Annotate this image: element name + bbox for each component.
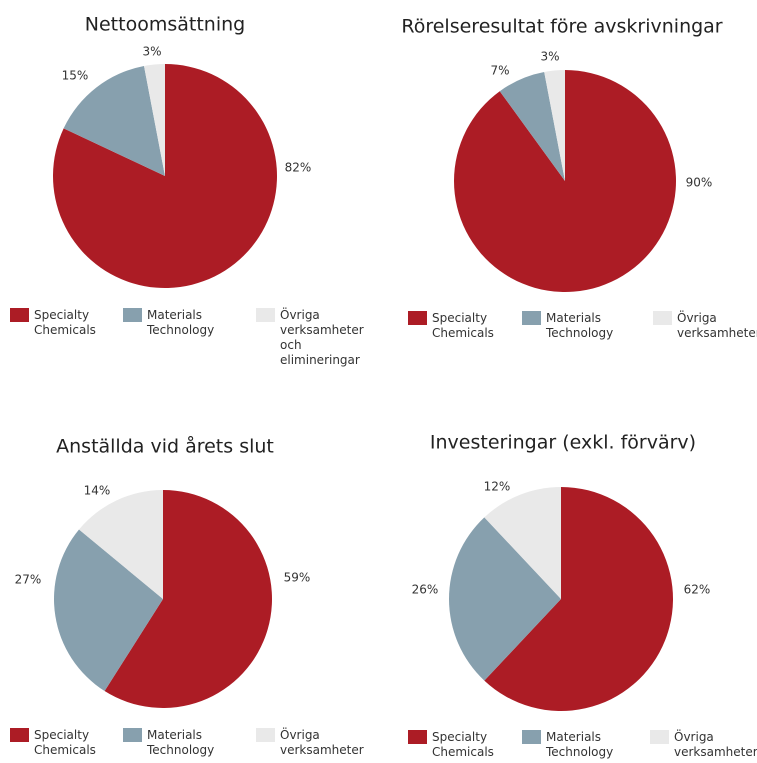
- value-label: 27%: [15, 573, 42, 587]
- pie-slice: [544, 70, 565, 181]
- value-label: 7%: [490, 64, 509, 78]
- value-label: 15%: [62, 69, 89, 83]
- legend-label: Materials Technology: [546, 311, 614, 340]
- legend-item: Specialty Chemicals: [408, 730, 527, 760]
- legend-item: Övriga verksamheter: [653, 311, 757, 341]
- legend-label: Materials Technology: [546, 730, 614, 759]
- value-label: 82%: [285, 161, 312, 175]
- chart-title: Anställda vid årets slut: [56, 435, 274, 458]
- legend-item: Materials Technology: [522, 730, 641, 760]
- chart-title: Investeringar (exkl. förvärv): [430, 432, 696, 454]
- legend-item: Övriga verksamheter: [256, 728, 375, 758]
- legend-label: Specialty Chemicals: [432, 730, 494, 759]
- value-label: 3%: [540, 50, 559, 64]
- pie-slice: [53, 64, 278, 288]
- pie-slice: [454, 70, 677, 292]
- value-label: 26%: [412, 583, 439, 597]
- value-label: 62%: [684, 583, 711, 597]
- legend-swatch: [256, 308, 275, 322]
- legend-item: Specialty Chemicals: [10, 308, 129, 338]
- legend-swatch: [256, 728, 275, 742]
- legend-swatch: [650, 730, 669, 744]
- pie-slice: [484, 487, 674, 712]
- legend-label: Specialty Chemicals: [34, 308, 96, 337]
- legend-item: Materials Technology: [123, 728, 242, 758]
- legend-swatch: [522, 311, 541, 325]
- legend-label: Övriga verksamheter: [280, 728, 364, 757]
- value-label: 59%: [284, 571, 311, 585]
- legend-item: Övriga verksamheter och elimineringar: [256, 308, 375, 368]
- legend-swatch: [408, 311, 427, 325]
- value-label: 14%: [84, 484, 111, 498]
- pie-slice: [104, 490, 273, 709]
- pie-slice: [449, 517, 561, 681]
- legend-swatch: [10, 728, 29, 742]
- legend-item: Materials Technology: [522, 311, 641, 341]
- legend-item: Materials Technology: [123, 308, 242, 338]
- legend-label: Övriga verksamheter och elimineringar: [280, 308, 364, 367]
- pie-slice: [54, 529, 163, 692]
- legend-label: Specialty Chemicals: [34, 728, 96, 757]
- legend-swatch: [123, 308, 142, 322]
- value-label: 90%: [686, 176, 713, 190]
- pie-slice: [63, 65, 165, 176]
- value-label: 12%: [484, 480, 511, 494]
- legend-item: Specialty Chemicals: [408, 311, 527, 341]
- legend-label: Materials Technology: [147, 308, 215, 337]
- pie-slice: [499, 71, 565, 181]
- legend-item: Specialty Chemicals: [10, 728, 129, 758]
- pie-slice: [79, 490, 163, 599]
- legend-label: Övriga verksamheter: [674, 730, 757, 759]
- legend-label: Övriga verksamheter: [677, 311, 757, 340]
- legend-swatch: [653, 311, 672, 325]
- pie-slice: [144, 64, 165, 176]
- pie-slice: [484, 487, 561, 599]
- chart-title: Rörelseresultat före avskrivningar: [401, 16, 722, 38]
- legend-label: Specialty Chemicals: [432, 311, 494, 340]
- legend-item: Övriga verksamheter: [650, 730, 757, 760]
- legend-swatch: [408, 730, 427, 744]
- value-label: 3%: [142, 45, 161, 59]
- legend-swatch: [10, 308, 29, 322]
- chart-title: Nettoomsättning: [85, 14, 245, 36]
- legend-swatch: [123, 728, 142, 742]
- legend-swatch: [522, 730, 541, 744]
- legend-label: Materials Technology: [147, 728, 215, 757]
